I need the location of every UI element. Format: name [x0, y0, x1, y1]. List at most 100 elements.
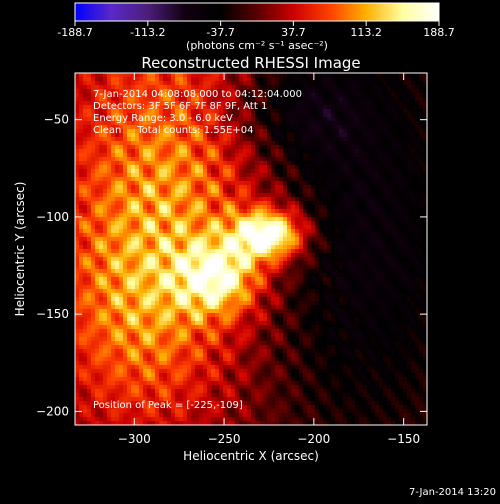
- heatmap-cell: [347, 73, 351, 77]
- heatmap-cell: [75, 185, 79, 189]
- heatmap-cell: [111, 205, 115, 209]
- heatmap-cell: [299, 141, 303, 145]
- heatmap-cell: [91, 165, 95, 169]
- heatmap-cell: [387, 273, 391, 277]
- heatmap-cell: [419, 237, 423, 241]
- heatmap-cell: [95, 277, 99, 281]
- heatmap-cell: [423, 217, 427, 221]
- heatmap-cell: [359, 129, 363, 133]
- heatmap-cell: [403, 125, 407, 129]
- heatmap-cell: [347, 285, 351, 289]
- heatmap-cell: [147, 157, 151, 161]
- heatmap-cell: [367, 125, 371, 129]
- heatmap-cell: [127, 285, 131, 289]
- heatmap-cell: [355, 141, 359, 145]
- heatmap-cell: [343, 89, 347, 93]
- heatmap-cell: [323, 177, 327, 181]
- heatmap-cell: [375, 81, 379, 85]
- heatmap-cell: [203, 201, 207, 205]
- heatmap-cell: [75, 197, 79, 201]
- heatmap-cell: [407, 133, 411, 137]
- heatmap-cell: [351, 93, 355, 97]
- heatmap-cell: [247, 245, 251, 249]
- heatmap-cell: [279, 201, 283, 205]
- heatmap-cell: [323, 265, 327, 269]
- heatmap-cell: [91, 257, 95, 261]
- heatmap-cell: [243, 285, 247, 289]
- heatmap-cell: [271, 265, 275, 269]
- heatmap-cell: [239, 233, 243, 237]
- heatmap-cell: [79, 253, 83, 257]
- heatmap-cell: [383, 117, 387, 121]
- heatmap-cell: [387, 193, 391, 197]
- heatmap-cell: [407, 109, 411, 113]
- heatmap-cell: [419, 273, 423, 277]
- heatmap-cell: [275, 149, 279, 153]
- heatmap-cell: [183, 157, 187, 161]
- heatmap-cell: [231, 285, 235, 289]
- heatmap-cell: [279, 197, 283, 201]
- heatmap-cell: [355, 221, 359, 225]
- heatmap-cell: [239, 161, 243, 165]
- heatmap-cell: [371, 193, 375, 197]
- heatmap-cell: [387, 241, 391, 245]
- heatmap-cell: [203, 281, 207, 285]
- heatmap-cell: [215, 209, 219, 213]
- heatmap-cell: [287, 129, 291, 133]
- heatmap-cell: [203, 229, 207, 233]
- heatmap-cell: [303, 129, 307, 133]
- heatmap-cell: [283, 221, 287, 225]
- heatmap-cell: [279, 121, 283, 125]
- heatmap-cell: [331, 253, 335, 257]
- heatmap-cell: [91, 221, 95, 225]
- heatmap-cell: [171, 197, 175, 201]
- heatmap-cell: [263, 165, 267, 169]
- heatmap-cell: [155, 177, 159, 181]
- heatmap-cell: [343, 261, 347, 265]
- heatmap-cell: [147, 213, 151, 217]
- heatmap-cell: [367, 221, 371, 225]
- heatmap-cell: [183, 213, 187, 217]
- heatmap-cell: [295, 121, 299, 125]
- heatmap-cell: [195, 213, 199, 217]
- heatmap-cell: [115, 297, 119, 301]
- heatmap-cell: [79, 297, 83, 301]
- heatmap-cell: [363, 173, 367, 177]
- heatmap-cell: [359, 85, 363, 89]
- heatmap-cell: [123, 253, 127, 257]
- heatmap-cell: [243, 201, 247, 205]
- heatmap-cell: [103, 185, 107, 189]
- heatmap-cell: [91, 169, 95, 173]
- heatmap-cell: [171, 237, 175, 241]
- heatmap-cell: [103, 237, 107, 241]
- heatmap-cell: [359, 157, 363, 161]
- heatmap-cell: [255, 277, 259, 281]
- heatmap-cell: [259, 249, 263, 253]
- heatmap-cell: [375, 193, 379, 197]
- heatmap-cell: [415, 141, 419, 145]
- heatmap-cell: [319, 141, 323, 145]
- heatmap-cell: [187, 205, 191, 209]
- heatmap-cell: [315, 265, 319, 269]
- heatmap-cell: [407, 121, 411, 125]
- heatmap-cell: [247, 181, 251, 185]
- heatmap-cell: [263, 145, 267, 149]
- heatmap-cell: [331, 181, 335, 185]
- heatmap-cell: [415, 213, 419, 217]
- heatmap-cell: [79, 213, 83, 217]
- heatmap-cell: [263, 77, 267, 81]
- heatmap-cell: [199, 161, 203, 165]
- heatmap-cell: [367, 181, 371, 185]
- heatmap-cell: [391, 249, 395, 253]
- heatmap-cell: [391, 241, 395, 245]
- heatmap-cell: [319, 101, 323, 105]
- heatmap-cell: [75, 105, 79, 109]
- heatmap-cell: [335, 265, 339, 269]
- heatmap-cell: [75, 129, 79, 133]
- heatmap-cell: [199, 297, 203, 301]
- heatmap-cell: [287, 77, 291, 81]
- heatmap-cell: [415, 241, 419, 245]
- heatmap-cell: [315, 149, 319, 153]
- heatmap-cell: [195, 221, 199, 225]
- heatmap-cell: [79, 177, 83, 181]
